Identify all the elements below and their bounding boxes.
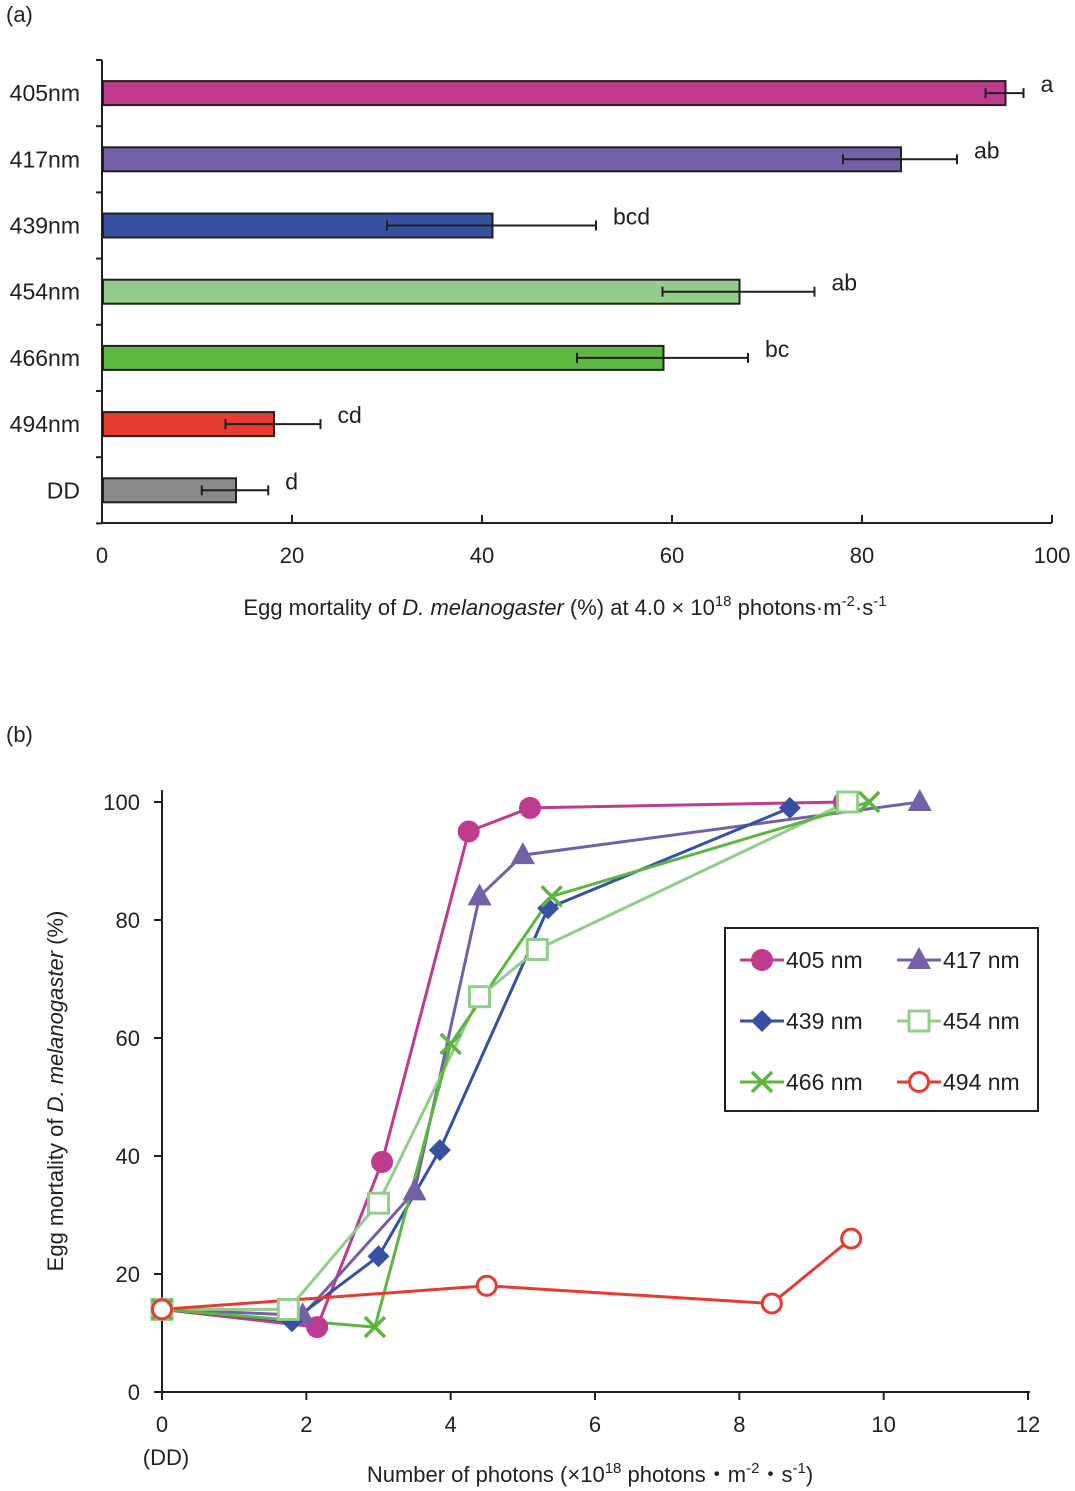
series-point	[760, 1292, 783, 1315]
bar-category-label: 466nm	[10, 345, 80, 371]
legend-swatch-marker	[908, 1071, 930, 1093]
line-y-tick-label: 0	[128, 1380, 140, 1405]
panel-a-label: (a)	[6, 2, 33, 27]
series-point	[363, 1315, 387, 1339]
line-y-tick-label: 20	[116, 1262, 140, 1287]
legend-swatch-marker	[750, 1070, 774, 1094]
series-point	[510, 842, 535, 865]
bar-error-bars	[200, 88, 1025, 496]
legend-swatch-marker	[751, 949, 773, 971]
line-x-ticks: 0 2 4 6 8 10 12	[156, 1392, 1040, 1437]
series-point	[836, 790, 860, 814]
series-point	[519, 796, 542, 819]
series-point	[778, 796, 801, 819]
bar	[102, 278, 741, 305]
bar-category-label: 405nm	[10, 80, 80, 106]
significance-label: bcd	[613, 204, 650, 230]
line-y-axis-title: Egg mortality of D. melanogaster (%)	[43, 911, 68, 1272]
bar-x-ticks: 0 20 40 60 80 100	[96, 515, 1070, 568]
bar-x-tick-label: 0	[96, 543, 108, 568]
series-point	[907, 789, 932, 811]
legend-label: 494 nm	[943, 1069, 1020, 1095]
legend-swatch-marker	[751, 1010, 773, 1032]
legend-label: 405 nm	[786, 947, 863, 973]
series-point	[276, 1297, 300, 1321]
bar-category-label: 494nm	[10, 411, 80, 437]
series-point	[467, 883, 492, 906]
legend-label: 417 nm	[943, 947, 1020, 973]
line-y-tick-label: 100	[103, 790, 140, 815]
bar-marks	[102, 80, 1007, 504]
line-x-tick-label: 12	[1016, 1412, 1040, 1437]
legend-swatch-marker	[907, 1009, 931, 1033]
series-point	[428, 1139, 451, 1162]
significance-label: bc	[765, 336, 789, 362]
series-point	[367, 1245, 390, 1268]
series-line	[161, 1237, 853, 1311]
legend-label: 466 nm	[786, 1069, 863, 1095]
bar-chart: 0 20 40 60 80 100 405nm 417nm 439nm 454nm 466nm 49…	[10, 59, 1070, 620]
line-x-tick-label: 10	[871, 1412, 895, 1437]
legend-label: 454 nm	[943, 1008, 1020, 1034]
bar-x-tick-label: 40	[470, 543, 494, 568]
bar	[102, 344, 665, 371]
significance-label: ab	[974, 137, 1000, 163]
significance-label: d	[285, 468, 298, 494]
bar-y-ticks	[96, 59, 102, 525]
line-x-tick-label: 2	[300, 1412, 312, 1437]
series-point	[475, 1274, 498, 1297]
series-line	[162, 800, 849, 1311]
bar-x-tick-label: 80	[850, 543, 874, 568]
series-point	[367, 1191, 390, 1215]
series-point	[840, 1227, 863, 1250]
series-line	[161, 806, 791, 1323]
line-x-tick-label: 4	[445, 1412, 457, 1437]
line-x-tick-label: 6	[589, 1412, 601, 1437]
series-point	[457, 820, 480, 843]
legend-items: 405 nm 417 nm 439 nm 454 nm 466 nm 494 nm	[740, 947, 1020, 1095]
line-y-ticks: 0 20 40 60 80 100	[103, 790, 162, 1405]
significance-label: cd	[338, 402, 362, 428]
series-point	[439, 1032, 462, 1056]
legend-label: 439 nm	[786, 1008, 863, 1034]
bar-category-label: 439nm	[10, 213, 80, 239]
line-x-tick-label: 8	[733, 1412, 745, 1437]
legend: 405 nm 417 nm 439 nm 454 nm 466 nm 494 nm	[724, 927, 1039, 1112]
series-point	[537, 897, 560, 920]
line-series-group	[150, 789, 932, 1339]
significance-label: a	[1041, 71, 1054, 97]
bar-category-label: DD	[47, 477, 80, 503]
bar	[102, 80, 1007, 107]
panel-b-label: (b)	[6, 722, 33, 747]
bar-x-axis-title: Egg mortality of D. melanogaster (%) at …	[243, 593, 886, 620]
series-point	[468, 985, 492, 1009]
line-x-dd-label: (DD)	[143, 1445, 189, 1470]
legend-swatch-marker	[907, 947, 931, 969]
line-y-tick-label: 80	[116, 908, 140, 933]
bar-category-label: 454nm	[10, 279, 80, 305]
line-x-tick-label: 0	[156, 1412, 168, 1437]
significance-label: ab	[832, 270, 858, 296]
bar-category-labels: 405nm 417nm 439nm 454nm 466nm 494nm DD	[10, 80, 80, 503]
series-point	[540, 885, 563, 908]
line-chart: 0 2 4 6 8 10 12 0 20 40 60 80 100 (DD) Number of ph…	[43, 789, 1040, 1487]
bar-x-tick-label: 20	[280, 543, 304, 568]
bar-significance-labels: a ab bcd ab bc cd d	[285, 71, 1053, 494]
bar	[102, 146, 902, 173]
bar-category-label: 417nm	[10, 146, 80, 172]
line-y-tick-label: 40	[116, 1144, 140, 1169]
series-point	[151, 1298, 173, 1321]
line-x-axis-title: Number of photons (×1018 photons・m-2・s-1…	[367, 1460, 813, 1487]
line-y-tick-label: 60	[116, 1026, 140, 1051]
series-point	[402, 1178, 427, 1201]
bar-x-tick-label: 60	[660, 543, 684, 568]
bar-x-tick-label: 100	[1034, 543, 1071, 568]
series-point	[371, 1150, 394, 1173]
series-point	[525, 938, 549, 961]
series-point	[857, 790, 881, 814]
